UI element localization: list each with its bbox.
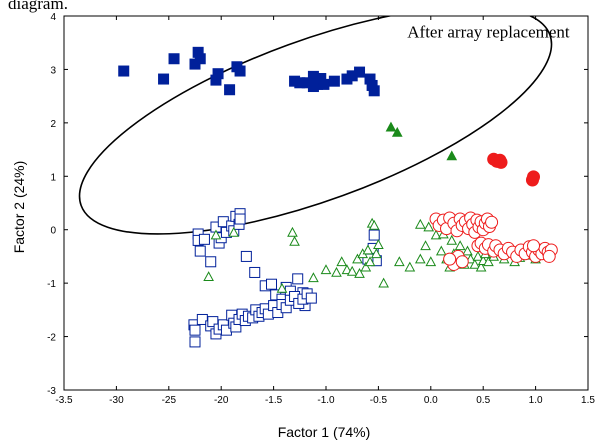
x-tick-label: 0.0 <box>424 395 438 406</box>
open-triangle-point <box>373 239 384 249</box>
open-triangle-point <box>469 258 481 269</box>
open-triangle-point <box>354 267 365 278</box>
top-cropped-text: diagram. <box>8 0 68 13</box>
open-triangle-point <box>472 250 484 261</box>
open-square-point <box>234 213 246 225</box>
open-circle-point <box>485 215 499 229</box>
open-triangle-point <box>378 277 389 288</box>
open-triangle-point <box>308 272 319 283</box>
x-tick-label: -20 <box>214 395 229 406</box>
open-triangle-point <box>360 261 372 272</box>
y-tick-label: 3 <box>50 65 56 76</box>
filled-triangle-point <box>385 121 397 132</box>
open-triangle-point <box>475 261 487 272</box>
open-triangle-point <box>364 256 376 267</box>
x-tick-label: -1.0 <box>317 395 335 406</box>
x-tick-label: 0.5 <box>476 395 490 406</box>
open-triangle-point <box>287 226 298 237</box>
open-square-point <box>292 273 304 285</box>
open-triangle-point <box>454 240 466 251</box>
y-tick-label: 0 <box>50 226 56 237</box>
open-triangle-point <box>362 244 374 255</box>
filled-square-point <box>212 68 224 80</box>
open-triangle-point <box>430 229 442 240</box>
open-circle-point <box>527 239 541 253</box>
y-tick-label: 2 <box>50 119 56 130</box>
open-triangle-point <box>435 245 447 256</box>
open-square-point <box>368 229 380 241</box>
open-square-point <box>189 336 201 348</box>
open-triangle-point <box>346 265 358 276</box>
filled-square-point <box>318 78 330 90</box>
open-triangle-point <box>289 235 300 246</box>
x-axis-ticks: -3.5 -30 -25 -20 -1.5 -1.0 -0.5 0.0 0.5 1.0 1.5 <box>55 16 595 406</box>
open-triangle-point <box>420 240 431 251</box>
open-triangle-point <box>331 266 342 277</box>
open-square-point <box>266 278 278 290</box>
open-triangle-point <box>446 234 458 245</box>
open-triangle-point <box>423 221 435 232</box>
open-circle-point <box>542 249 556 263</box>
open-triangle-point <box>404 261 416 272</box>
open-triangle-point <box>352 253 363 264</box>
open-triangle-point <box>210 229 222 240</box>
open-triangle-point <box>414 218 426 229</box>
filled-square-point <box>234 65 246 77</box>
open-circle-point <box>455 255 469 269</box>
open-square-point <box>249 266 261 278</box>
x-tick-label: -0.5 <box>370 395 388 406</box>
enclosure-layer <box>78 16 553 235</box>
filled-square-point <box>224 84 236 96</box>
y-axis-ticks: -3 -2 -1 0 1 2 3 4 <box>47 12 588 397</box>
y-tick-label: -3 <box>47 386 56 397</box>
filled-square-point <box>354 66 366 78</box>
open-triangle-point <box>483 256 494 267</box>
open-triangle-point <box>425 256 437 267</box>
filled-circle-point <box>494 155 508 169</box>
open-triangle-point <box>203 271 214 282</box>
open-triangle-point <box>414 253 426 264</box>
open-square-point <box>240 250 252 262</box>
group-enclosure-ellipse <box>78 16 553 235</box>
y-axis-title: Factor 2 (24%) <box>11 161 27 254</box>
open-triangle-point <box>462 245 473 256</box>
x-tick-label: -30 <box>109 395 124 406</box>
filled-square-point <box>194 53 206 65</box>
open-square-point <box>305 292 317 304</box>
y-tick-label: -2 <box>47 333 56 344</box>
filled-square-point <box>328 75 340 87</box>
filled-circle-point <box>527 170 541 184</box>
x-tick-label: 1.0 <box>529 395 543 406</box>
plot-frame <box>63 15 589 391</box>
x-tick-label: -1.5 <box>265 395 283 406</box>
open-triangle-point <box>368 219 380 230</box>
open-triangle-point <box>320 264 332 275</box>
filled-square-point <box>168 53 180 65</box>
y-tick-label: 4 <box>50 12 56 23</box>
y-tick-label: 1 <box>50 172 56 183</box>
annotation-after-array-replacement: After array replacement <box>407 22 570 41</box>
x-axis-title: Factor 1 (74%) <box>278 424 371 440</box>
open-square-point <box>189 324 201 336</box>
y-tick-label: -1 <box>47 279 56 290</box>
filled-triangle-point <box>446 150 458 161</box>
filled-square-point <box>118 65 130 77</box>
open-square-point <box>198 233 210 245</box>
data-points <box>118 46 558 348</box>
open-triangle-point <box>228 226 240 237</box>
x-tick-label: 1.5 <box>581 395 595 406</box>
open-triangle-point <box>370 248 382 259</box>
x-tick-label: -3.5 <box>55 395 73 406</box>
filled-square-point <box>158 73 170 85</box>
open-square-point <box>194 245 206 257</box>
open-triangle-point <box>336 256 348 267</box>
open-square-point <box>205 256 217 268</box>
open-triangle-point <box>394 256 405 267</box>
filled-triangle-point <box>391 126 403 137</box>
open-circle-point <box>443 252 457 266</box>
x-tick-label: -25 <box>162 395 177 406</box>
open-triangle-point <box>276 282 288 293</box>
filled-square-point <box>368 85 380 97</box>
